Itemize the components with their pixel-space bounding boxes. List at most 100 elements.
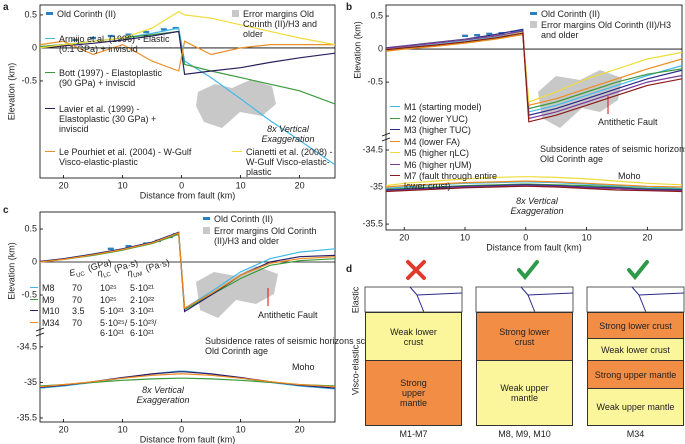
x-axis-label: Distance from fault (km) <box>140 190 236 200</box>
annotation: Antithetic Fault <box>258 310 318 320</box>
x-tick-label: 10 <box>236 180 246 190</box>
annotation: Moho <box>292 362 315 372</box>
legend-entry: Bott (1997) - Elastoplastic (90 GPa) + i… <box>45 68 175 88</box>
series-line <box>40 30 335 75</box>
y-tick-label: 0.5 <box>24 9 37 19</box>
column-caption: M1-M7 <box>399 429 428 439</box>
table-cell: 70 <box>72 294 83 305</box>
table-cell: 70 <box>72 283 83 293</box>
y-tick-label: 0.5 <box>24 223 37 233</box>
y-axis-label: Elevation (km) <box>352 21 362 79</box>
legend-entry: Old Corinth (II) <box>530 9 670 19</box>
data-point <box>143 30 150 34</box>
data-point <box>486 32 493 36</box>
legend-swatch <box>203 227 210 234</box>
annotation: 8x Vertical Exaggeration <box>136 385 190 405</box>
layer-label: Weak upper mantle <box>596 402 675 412</box>
series-line <box>40 232 335 310</box>
layer-label: Strong upper mantle <box>594 369 677 380</box>
series-line <box>386 185 682 192</box>
legend-entry: Old Corinth (II) <box>46 9 156 19</box>
annotation: Subsidence rates of seismic horizons sca… <box>205 336 401 356</box>
x-axis-label: Distance from fault (km) <box>140 434 236 444</box>
rheology-layer: Weak lower crust <box>587 338 684 361</box>
table-cell: 3·10²¹ <box>130 306 155 316</box>
legend-label: M2 (lower YUC) <box>404 113 468 124</box>
legend-entry: Error margins Old Corinth (II)/H3 and ol… <box>203 226 343 246</box>
legend-entry: Cianetti et al. (2008) - W-Gulf Visco-el… <box>232 147 342 177</box>
legend-swatch <box>45 72 55 73</box>
y-tick-label: -34.5 <box>16 341 37 351</box>
series-line <box>386 181 682 190</box>
table-cell: 10²⁵ <box>100 283 117 293</box>
fault-trace <box>520 286 574 311</box>
layer-label: Weak upper mantle <box>500 383 549 403</box>
legend-swatch <box>530 21 537 28</box>
x-tick-label: 20 <box>59 424 69 434</box>
data-point <box>125 244 132 248</box>
panel-label: d <box>346 264 353 275</box>
x-tick-label: 20 <box>399 232 409 242</box>
legend-entry: M4 (lower FA) <box>390 137 530 147</box>
rheology-layer: Weak upper mantle <box>587 388 684 426</box>
y-tick-label: 0 <box>32 42 37 52</box>
series-line <box>386 185 682 193</box>
table-cell: 10²⁵ <box>100 294 117 305</box>
legend-label: M7 (fault through entire lower crust) <box>404 171 498 191</box>
legend-entry: M7 (fault through entire lower crust) <box>390 171 520 191</box>
layer-label: Weak lower crust <box>601 344 670 355</box>
y-tick-label: 0.5 <box>370 10 383 20</box>
fault-trace <box>631 286 685 311</box>
layer-label: Strong upper mantle <box>399 378 427 408</box>
rheology-layer: Weak lower crust <box>365 312 462 361</box>
legend-label: M5 (higher ηLC) <box>404 148 470 158</box>
rheology-layer: Strong lower crust <box>476 312 573 361</box>
y-tick-label: -0.5 <box>21 289 37 299</box>
x-tick-label: 20 <box>295 424 305 434</box>
y-tick-label: -35 <box>370 181 383 191</box>
legend-label: M4 (lower FA) <box>404 136 461 147</box>
column-caption: M34 <box>626 429 645 439</box>
x-tick-label: 10 <box>460 232 470 242</box>
legend-label: Old Corinth (II) <box>541 9 601 19</box>
legend-label: Old Corinth (II) <box>214 214 274 224</box>
data-point <box>125 33 132 36</box>
series-line <box>40 373 335 388</box>
legend-swatch <box>30 310 38 311</box>
annotation: 8x Vertical Exaggeration <box>510 196 564 216</box>
side-label: Visco-elastic <box>350 344 360 395</box>
table-cell: 5·10²¹ <box>130 283 155 293</box>
rheology-layer: Strong upper mantle <box>365 360 462 426</box>
legend-entry: M6 (higher ηUM) <box>390 160 530 170</box>
legend-swatch <box>45 38 55 39</box>
x-tick-label: 10 <box>118 424 128 434</box>
antithetic-faults <box>267 96 609 306</box>
y-tick-label: 0 <box>32 256 37 266</box>
legend-label: Cianetti et al. (2008) - W-Gulf Visco-el… <box>246 147 333 177</box>
diagram-icons <box>406 260 649 281</box>
layer-label: Weak lower crust <box>390 326 437 347</box>
y-tick-label: -34.5 <box>362 144 383 154</box>
x-tick-label: 0 <box>179 180 184 190</box>
series-line <box>386 32 682 123</box>
data-point <box>107 247 114 251</box>
legend-label: Bott (1997) - Elastoplastic (90 GPa) + i… <box>59 68 163 88</box>
rheology-layer: Weak upper mantle <box>476 360 573 426</box>
legend-swatch <box>390 140 400 142</box>
series-line <box>386 176 682 187</box>
annotation: Moho <box>618 171 641 181</box>
legend-entry: Old Corinth (II) <box>203 214 343 224</box>
legend-label: Lavier et al. (1999) - Elastoplastic (30… <box>59 104 157 134</box>
layer-label: Strong lower crust <box>599 320 672 331</box>
table-row-name: M10 <box>30 306 72 316</box>
table-cell: 5·10²³/ 6·10²¹ <box>130 317 157 338</box>
table-cell: 5·10²¹ <box>100 306 125 316</box>
error-shape <box>196 80 276 128</box>
legend-swatch <box>30 321 38 323</box>
column-caption: M8, M9, M10 <box>498 429 551 439</box>
legend-swatch <box>390 117 400 119</box>
legend-swatch <box>530 12 537 15</box>
y-tick-label: 0 <box>378 43 383 53</box>
